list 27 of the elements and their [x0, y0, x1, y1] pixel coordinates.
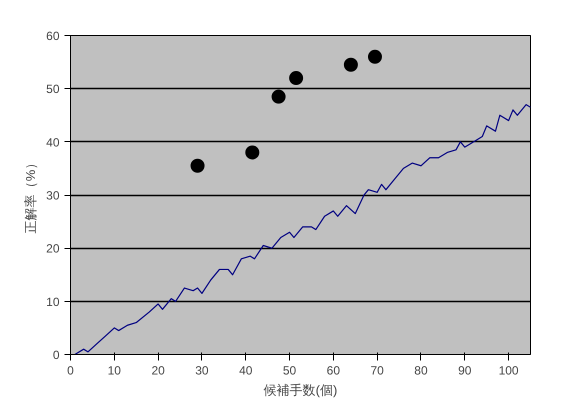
y-tick-label: 40 [46, 135, 60, 150]
x-tick-label: 30 [195, 364, 209, 378]
y-tick-label: 0 [52, 348, 60, 362]
y-tick-label: 10 [46, 294, 60, 309]
x-axis-title: 候補手数(個) [264, 382, 338, 398]
x-tick-label: 20 [151, 364, 166, 378]
x-tick-label: 70 [370, 364, 384, 378]
point [190, 158, 205, 173]
y-axis-title: 正解率（%） [23, 156, 38, 234]
x-tick-label: 10 [108, 364, 122, 378]
point [289, 71, 304, 86]
point [245, 145, 260, 160]
point [344, 58, 358, 72]
y-tick-label: 50 [46, 82, 60, 96]
x-tick-label: 40 [239, 364, 253, 378]
x-tick-label: 60 [326, 364, 340, 378]
y-tick-label: 20 [46, 242, 60, 256]
x-tick-label: 50 [282, 364, 297, 378]
y-tick-label: 30 [46, 188, 60, 202]
x-tick-label: 80 [414, 364, 428, 378]
x-tick-label: 0 [67, 364, 74, 378]
x-tick-label: 100 [498, 364, 519, 378]
line-series [74, 104, 530, 354]
point [368, 50, 382, 64]
point [272, 90, 286, 104]
y-tick-label: 60 [46, 29, 60, 43]
x-tick-label: 90 [458, 364, 472, 378]
